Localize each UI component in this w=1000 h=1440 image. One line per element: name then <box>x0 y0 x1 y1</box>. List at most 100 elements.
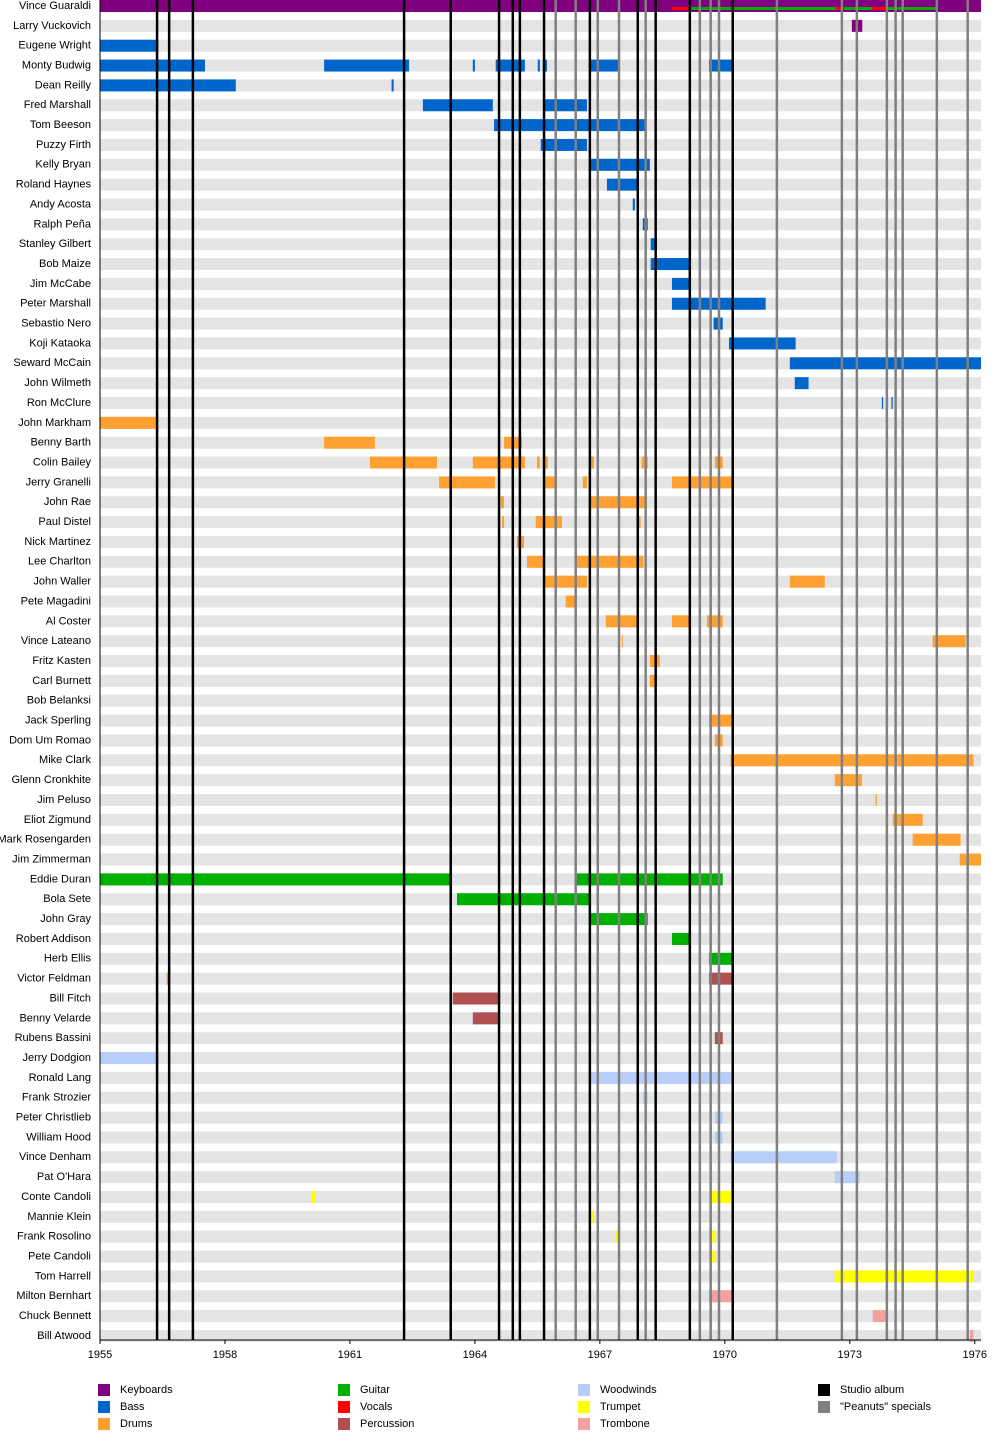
membership-bar <box>671 7 938 10</box>
membership-bar <box>969 1329 974 1342</box>
legend-label: Woodwinds <box>600 1384 657 1396</box>
membership-bar <box>544 99 587 112</box>
x-tick-label: 1976 <box>963 1349 987 1361</box>
row-stripe <box>100 19 981 32</box>
row-stripe <box>100 99 981 112</box>
member-label: Conte Candoli <box>21 1191 91 1203</box>
membership-bar <box>312 1191 315 1203</box>
membership-bar <box>422 99 493 112</box>
member-label: Colin Bailey <box>33 456 92 468</box>
member-label: Fritz Kasten <box>32 655 91 667</box>
member-label: Robert Addison <box>16 933 91 945</box>
row-stripe <box>100 397 981 409</box>
legend-label: Keyboards <box>120 1384 173 1396</box>
row-stripe <box>100 218 981 231</box>
member-label: Bola Sete <box>43 893 91 905</box>
member-label: Benny Velarde <box>19 1012 91 1024</box>
x-tick-label: 1964 <box>463 1349 487 1361</box>
membership-bar <box>452 992 500 1005</box>
row-stripe <box>100 1290 981 1303</box>
row-stripe <box>100 992 981 1005</box>
row-stripe <box>100 39 981 52</box>
row-stripe <box>100 1032 981 1045</box>
member-label: Peter Christlieb <box>16 1112 91 1124</box>
membership-bar <box>730 754 974 767</box>
membership-bar <box>789 357 981 370</box>
membership-bar <box>166 972 169 985</box>
member-label: Lee Charlton <box>28 556 91 568</box>
row-stripe <box>100 178 981 191</box>
legend-label: Percussion <box>360 1418 414 1430</box>
membership-bar <box>671 277 691 290</box>
member-label: Eddie Duran <box>30 873 91 885</box>
row-stripe <box>100 297 981 310</box>
member-label: John Wilmeth <box>24 377 91 389</box>
bars <box>100 0 981 1342</box>
member-label: Bob Belanksi <box>27 695 91 707</box>
member-label: Benny Barth <box>30 437 91 449</box>
membership-bar <box>589 59 620 72</box>
membership-bar <box>671 7 691 10</box>
member-label: Rubens Bassini <box>15 1032 91 1044</box>
membership-bar <box>100 873 452 886</box>
member-label: Eugene Wright <box>18 40 91 52</box>
member-label: Monty Budwig <box>22 59 91 71</box>
membership-bar <box>100 416 159 429</box>
row-stripe <box>100 337 981 350</box>
member-label: Pete Candoli <box>28 1250 91 1262</box>
member-label: Jack Sperling <box>25 715 91 727</box>
axis: Vince Guaraldi Larry Vuckovich Eugene Wrig… <box>0 0 987 1361</box>
membership-bar <box>535 516 562 529</box>
membership-bar <box>472 59 475 72</box>
x-tick-label: 1967 <box>588 1349 612 1361</box>
member-label: Bill Atwood <box>37 1330 91 1342</box>
legend-label: Studio album <box>840 1384 904 1396</box>
membership-bar <box>589 1071 733 1084</box>
membership-bar <box>100 39 159 52</box>
legend-swatch <box>338 1418 350 1430</box>
member-label: Tom Beeson <box>30 119 91 131</box>
membership-bar <box>537 59 540 72</box>
row-stripe <box>100 635 981 648</box>
member-label: Frank Strozier <box>22 1092 91 1104</box>
legend-label: Vocals <box>360 1401 393 1413</box>
membership-bar <box>100 1052 159 1065</box>
member-label: Stanley Gilbert <box>19 238 91 250</box>
membership-bar <box>728 337 796 350</box>
member-label: Andy Acosta <box>30 198 92 210</box>
legend-swatch <box>98 1384 110 1396</box>
membership-bar <box>871 7 888 10</box>
row-stripe <box>100 1111 981 1124</box>
membership-bar <box>834 1270 974 1283</box>
member-label: Puzzy Firth <box>36 139 91 151</box>
row-stripe <box>100 59 981 72</box>
member-label: Al Coster <box>46 615 92 627</box>
member-label: Herb Ellis <box>44 953 92 965</box>
membership-bar <box>891 397 893 409</box>
membership-bar <box>536 456 540 469</box>
member-label: Chuck Bennett <box>19 1310 91 1322</box>
membership-bar <box>589 1210 595 1223</box>
membership-bar <box>526 555 545 568</box>
membership-bar <box>708 714 733 727</box>
membership-bar <box>789 575 825 588</box>
legend-swatch <box>578 1384 590 1396</box>
member-label: Paul Distel <box>38 516 91 528</box>
member-label: Koji Kataoka <box>29 337 92 349</box>
member-label: John Markham <box>18 417 91 429</box>
membership-bar <box>439 476 495 489</box>
row-stripe <box>100 535 981 548</box>
member-label: Jim Peluso <box>37 794 91 806</box>
row-stripe <box>100 1329 981 1342</box>
member-label: Milton Bernhart <box>16 1290 91 1302</box>
membership-bar <box>494 119 646 132</box>
legend-label: Drums <box>120 1418 153 1430</box>
row-stripe <box>100 456 981 469</box>
row-stripe <box>100 595 981 608</box>
row-stripe <box>100 436 981 449</box>
row-stripe <box>100 377 981 390</box>
membership-bar <box>574 555 644 568</box>
membership-bar <box>589 456 595 469</box>
membership-bar <box>582 476 587 489</box>
row-stripe <box>100 833 981 846</box>
